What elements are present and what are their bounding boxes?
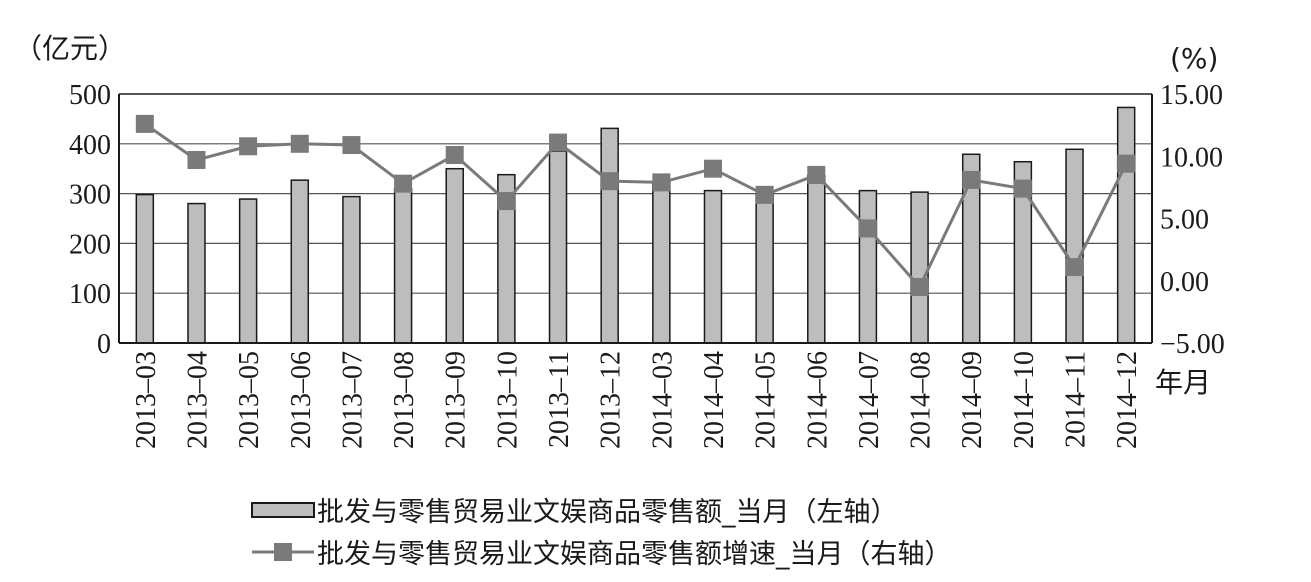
x-tick-label: 2014–03 (647, 351, 678, 449)
bar (703, 189, 723, 344)
right-axis-unit: (%) (1170, 42, 1218, 75)
bar-series (135, 106, 1136, 344)
growth-point (755, 185, 774, 204)
growth-point (549, 133, 568, 152)
bar (910, 191, 929, 344)
legend: 批发与零售贸易业文娱商品零售额_当月（左轴） 批发与零售贸易业文娱商品零售额增速… (251, 497, 952, 570)
x-tick-label: 2013–04 (182, 351, 213, 449)
bar (393, 187, 413, 344)
bar (290, 179, 310, 344)
legend-label-line: 批发与零售贸易业文娱商品零售额增速_当月（右轴） (317, 539, 952, 570)
x-axis-unit: 年月 (1155, 366, 1211, 399)
bar (858, 189, 878, 344)
x-tick-label: 2014–12 (1112, 351, 1143, 449)
x-axis-ticks: 2013–03 2013–04 2013–05 2013–06 2013–07 2013–… (131, 351, 1143, 449)
x-tick-label: 2014–04 (699, 351, 730, 449)
legend-item-bar: 批发与零售贸易业文娱商品零售额_当月（左轴） (251, 497, 898, 528)
bar (600, 127, 619, 344)
x-tick-label: 2013–12 (596, 351, 627, 449)
x-tick-label: 2013–08 (389, 351, 420, 449)
growth-point (1013, 179, 1032, 198)
x-tick-label: 2013–05 (234, 351, 265, 449)
x-tick-label: 2014–10 (1009, 351, 1040, 449)
x-tick-label: 2014–07 (854, 351, 885, 449)
bar (238, 198, 258, 344)
growth-point (910, 277, 929, 296)
x-tick-label: 2013–07 (337, 351, 368, 449)
legend-item-line: 批发与零售贸易业文娱商品零售额增速_当月（右轴） (252, 539, 952, 570)
growth-point (239, 137, 258, 156)
left-tick-label: 100 (69, 279, 111, 310)
growth-point (1117, 154, 1136, 173)
bar (342, 195, 361, 344)
right-tick-label: −5.00 (1160, 329, 1225, 360)
growth-point (807, 165, 826, 184)
growth-point (290, 134, 309, 153)
x-tick-label: 2014–11 (1061, 351, 1092, 448)
bar (1065, 148, 1084, 344)
bar (652, 181, 671, 344)
growth-point (703, 159, 722, 178)
bar (1116, 106, 1136, 344)
x-tick-label: 2014–06 (802, 351, 833, 449)
growth-point (342, 136, 361, 155)
left-axis-ticks: 0 100 200 300 400 500 (69, 80, 111, 360)
growth-point (1065, 258, 1084, 277)
x-tick-label: 2013–06 (286, 351, 317, 449)
x-tick-label: 2013–11 (544, 351, 575, 448)
bar (445, 167, 464, 344)
bar (548, 150, 568, 344)
x-tick-label: 2013–10 (492, 351, 523, 449)
left-tick-label: 200 (69, 229, 111, 260)
x-tick-label: 2014–05 (751, 351, 782, 449)
bar (187, 202, 206, 344)
growth-point (600, 172, 619, 191)
right-tick-label: 0.00 (1160, 267, 1209, 298)
legend-bar-swatch (251, 502, 315, 518)
bar (135, 193, 155, 344)
x-tick-label: 2013–09 (441, 351, 472, 449)
legend-line-marker (274, 543, 292, 561)
right-tick-label: 15.00 (1160, 80, 1223, 111)
left-tick-label: 300 (69, 180, 111, 211)
gridlines (119, 93, 1152, 294)
left-tick-label: 500 (69, 80, 111, 111)
growth-point (858, 219, 877, 238)
bar (755, 192, 774, 344)
line-series (135, 114, 1136, 296)
growth-point (497, 192, 516, 211)
growth-point (652, 173, 671, 192)
growth-point (445, 146, 464, 165)
axes (118, 94, 1153, 344)
growth-point (962, 170, 981, 189)
growth-point (135, 114, 154, 133)
right-tick-label: 5.00 (1160, 205, 1209, 236)
right-tick-label: 10.00 (1160, 142, 1223, 173)
growth-point (394, 174, 413, 193)
right-axis-ticks: −5.00 0.00 5.00 10.00 15.00 (1160, 80, 1225, 360)
growth-point (187, 150, 206, 169)
left-tick-label: 0 (97, 329, 111, 360)
legend-label-bar: 批发与零售贸易业文娱商品零售额_当月（左轴） (317, 497, 898, 528)
x-tick-label: 2014–09 (957, 351, 988, 449)
x-tick-label: 2014–08 (906, 351, 937, 449)
x-tick-label: 2013–03 (131, 351, 162, 449)
bar (807, 174, 826, 344)
left-axis-unit: （亿元） (14, 32, 126, 65)
left-tick-label: 400 (69, 130, 111, 161)
